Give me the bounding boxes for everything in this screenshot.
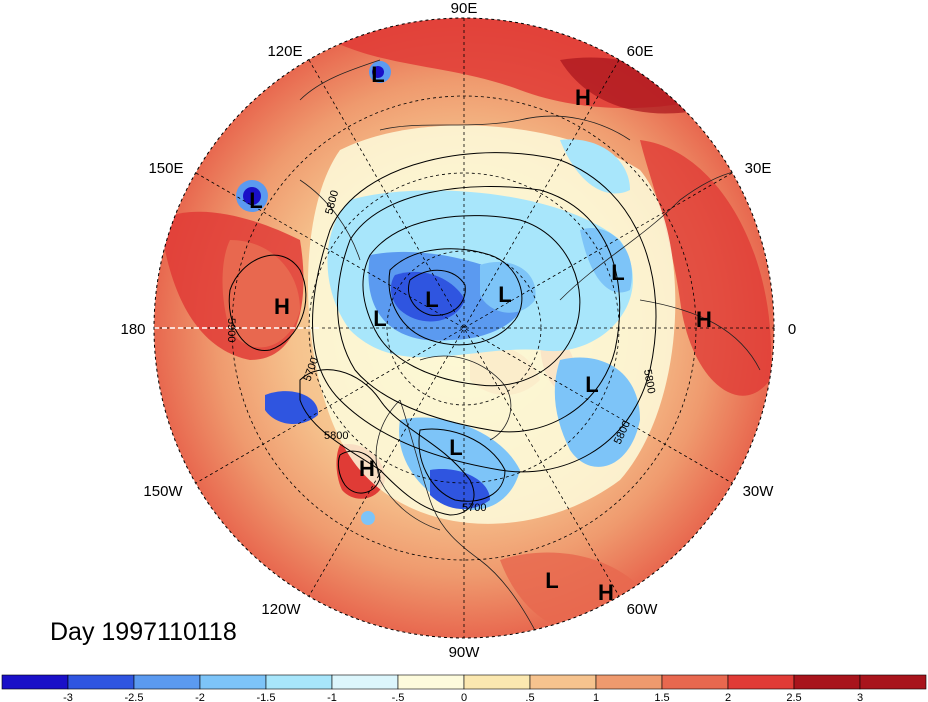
lon-label-60e: 60E [627, 43, 654, 60]
colorbar-swatch [859, 674, 927, 690]
lon-label-60w: 60W [627, 601, 659, 618]
lon-label-30e: 30E [745, 160, 772, 177]
contour-label: 5700 [462, 502, 486, 514]
colorbar-swatch [1, 674, 69, 690]
low-pressure-marker: L [611, 260, 624, 285]
lon-label-0: 0 [788, 321, 796, 338]
colorbar-tick-label: 0 [461, 692, 467, 702]
longitude-labels: 90E 60E 30E 0 30W 60W 90W 120W 150W 180 … [120, 0, 796, 661]
height-contours [228, 152, 657, 516]
colorbar-swatch [529, 674, 597, 690]
colorbar-tick-label: 1.5 [654, 692, 669, 702]
colorbar-swatch [199, 674, 267, 690]
low-pressure-marker: L [545, 568, 558, 593]
low-pressure-marker: L [449, 435, 462, 460]
colorbar-swatch [265, 674, 333, 690]
colorbar-swatch [595, 674, 663, 690]
map-title: Day 1997110118 [50, 618, 237, 646]
low-pressure-marker: L [585, 372, 598, 397]
lon-label-30w: 30W [743, 483, 775, 500]
colorbar-tick-label: .5 [525, 692, 534, 702]
colorbar-tick-label: 2.5 [786, 692, 801, 702]
colorbar-tick-label: 3 [857, 692, 863, 702]
colorbar-swatch [397, 674, 465, 690]
lon-label-150w: 150W [143, 483, 183, 500]
high-pressure-marker: H [274, 294, 290, 319]
colorbar-swatch [331, 674, 399, 690]
high-pressure-marker: H [575, 85, 591, 110]
colorbar-swatch [727, 674, 795, 690]
colorbar-swatch [463, 674, 531, 690]
low-pressure-marker: L [371, 62, 384, 87]
colorbar-tick-label: 1 [593, 692, 599, 702]
colorbar-swatch [67, 674, 135, 690]
lon-label-120e: 120E [267, 43, 302, 60]
low-pressure-marker: L [249, 188, 262, 213]
colorbar-tick-label: 2 [725, 692, 731, 702]
contour-label: 5800 [641, 368, 657, 394]
colorbar-swatch [133, 674, 201, 690]
high-pressure-marker: H [598, 580, 614, 605]
high-pressure-marker: H [359, 456, 375, 481]
lon-label-180: 180 [120, 321, 145, 338]
colorbar-swatch [793, 674, 861, 690]
colorbar-tick-label: -2 [195, 692, 205, 702]
colorbar-tick-label: -1.5 [257, 692, 276, 702]
lon-label-90e: 90E [451, 0, 478, 17]
lon-label-120w: 120W [261, 601, 301, 618]
colorbar-tick-label: -3 [63, 692, 73, 702]
low-pressure-marker: L [425, 287, 438, 312]
lon-label-150e: 150E [148, 160, 183, 177]
contour-labels: 5800 5900 5700 5800 5800 5800 5700 [225, 189, 657, 514]
high-pressure-marker: H [696, 307, 712, 332]
colorbar-tick-label: -.5 [392, 692, 405, 702]
low-pressure-marker: L [498, 282, 511, 307]
map-boundary [153, 17, 775, 639]
colorbar-tick-label: -2.5 [125, 692, 144, 702]
low-pressure-marker: L [373, 306, 386, 331]
colorbar-swatch [661, 674, 729, 690]
lon-label-90w: 90W [449, 644, 481, 661]
colorbar-tick-label: -1 [327, 692, 337, 702]
contour-label: 5800 [324, 430, 348, 442]
pressure-centers: L H L H L L L L H L L H L H [249, 62, 712, 605]
colorbar: -3 -2.5 -2 -1.5 -1 -.5 0 .5 1 1.5 2 2.5 3 [1, 674, 927, 702]
contour-label: 5900 [225, 318, 237, 342]
